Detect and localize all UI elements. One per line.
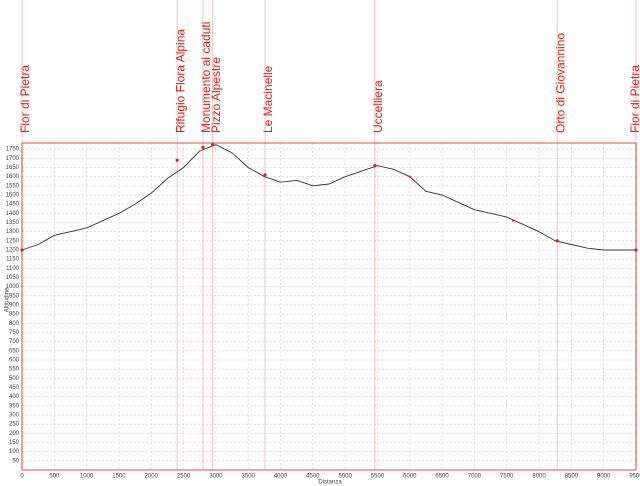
y-tick-label: 500: [9, 376, 20, 382]
waypoint-label: Pizzo Alpestre: [209, 57, 223, 133]
y-tick-label: 800: [9, 321, 20, 327]
y-tick-label: 1200: [6, 248, 20, 254]
x-tick-label: 3500: [242, 474, 256, 480]
x-tick-label: 9500: [629, 474, 640, 480]
x-tick-label: 4500: [306, 474, 320, 480]
x-tick-label: 1000: [80, 474, 94, 480]
y-tick-label: 1300: [6, 229, 20, 235]
waypoint-label: Rifugio Flora Alpina: [173, 29, 187, 133]
x-axis-label: Distanza: [318, 480, 342, 486]
x-tick-label: 5500: [371, 474, 385, 480]
y-tick-label: 1750: [6, 147, 20, 153]
y-tick-label: 850: [9, 312, 20, 318]
y-tick-label: 1700: [6, 156, 20, 162]
y-tick-label: 1500: [6, 193, 20, 199]
y-tick-label: 900: [9, 303, 20, 309]
plot-border: [21, 142, 637, 471]
y-tick-label: 550: [9, 367, 20, 373]
y-tick-label: 400: [9, 394, 20, 400]
y-tick-label: 1400: [6, 211, 20, 217]
waypoint-dot: [373, 164, 377, 168]
waypoint-dot: [175, 158, 179, 162]
y-tick-label: 750: [9, 330, 20, 336]
waypoint-dot: [201, 145, 205, 149]
x-tick-label: 2500: [177, 474, 191, 480]
x-tick-label: 1500: [112, 474, 126, 480]
y-tick-label: 200: [9, 431, 20, 437]
x-tick-label: 7000: [468, 474, 482, 480]
y-tick-label: 1050: [6, 275, 20, 281]
x-tick-label: 2000: [145, 474, 159, 480]
y-tick-label: 150: [9, 440, 20, 446]
waypoint-dot: [211, 142, 215, 147]
x-tick-label: 3000: [209, 474, 223, 480]
y-tick-label: 1250: [6, 238, 20, 244]
x-tick-label: 5000: [338, 474, 352, 480]
y-tick-label: 700: [9, 339, 20, 345]
x-tick-label: 4000: [274, 474, 288, 480]
y-tick-label: 950: [9, 293, 20, 299]
x-tick-label: 6000: [403, 474, 417, 480]
waypoint-label: Le Macinelle: [261, 65, 275, 133]
x-tick-label: 8500: [565, 474, 579, 480]
waypoint-label: Monumento ai caduti: [199, 22, 213, 133]
y-tick-label: 1000: [6, 284, 20, 290]
x-tick-label: 7500: [500, 474, 514, 480]
profile-line: [21, 144, 636, 251]
x-tick-label: 0: [20, 474, 24, 480]
y-axis-label: Altitudine: [5, 287, 11, 312]
y-tick-label: 650: [9, 348, 20, 354]
y-tick-label: 1600: [6, 174, 20, 180]
point-marker: [408, 175, 411, 178]
waypoint-label: Fior di Pietra: [18, 65, 32, 133]
y-tick-label: 50: [12, 458, 19, 464]
y-tick-label: 1350: [6, 220, 20, 226]
y-tick-label: 1450: [6, 202, 20, 208]
x-tick-label: 500: [49, 474, 60, 480]
x-tick-label: 8000: [532, 474, 546, 480]
x-tick-label: 6500: [435, 474, 449, 480]
x-tick-label: 9000: [597, 474, 611, 480]
y-tick-label: 300: [9, 413, 20, 419]
y-tick-label: 1150: [6, 257, 20, 263]
waypoint-dot: [20, 248, 24, 252]
waypoint-label: Uccelliera: [371, 80, 385, 133]
y-tick-label: 600: [9, 358, 20, 364]
waypoint-dot: [263, 173, 267, 177]
y-tick-label: 1650: [6, 165, 20, 171]
y-tick-label: 350: [9, 403, 20, 409]
waypoint-label: Fior di Pietra: [628, 65, 640, 133]
waypoint-label: Orto di Giovannino: [553, 33, 567, 133]
waypoint-dot: [555, 239, 559, 243]
waypoint-dot: [634, 248, 638, 252]
y-tick-label: 1100: [6, 266, 20, 272]
y-tick-label: 1550: [6, 183, 20, 189]
point-marker: [512, 219, 515, 222]
y-tick-label: 450: [9, 385, 20, 391]
y-tick-label: 250: [9, 422, 20, 428]
y-tick-label: 100: [9, 449, 20, 455]
